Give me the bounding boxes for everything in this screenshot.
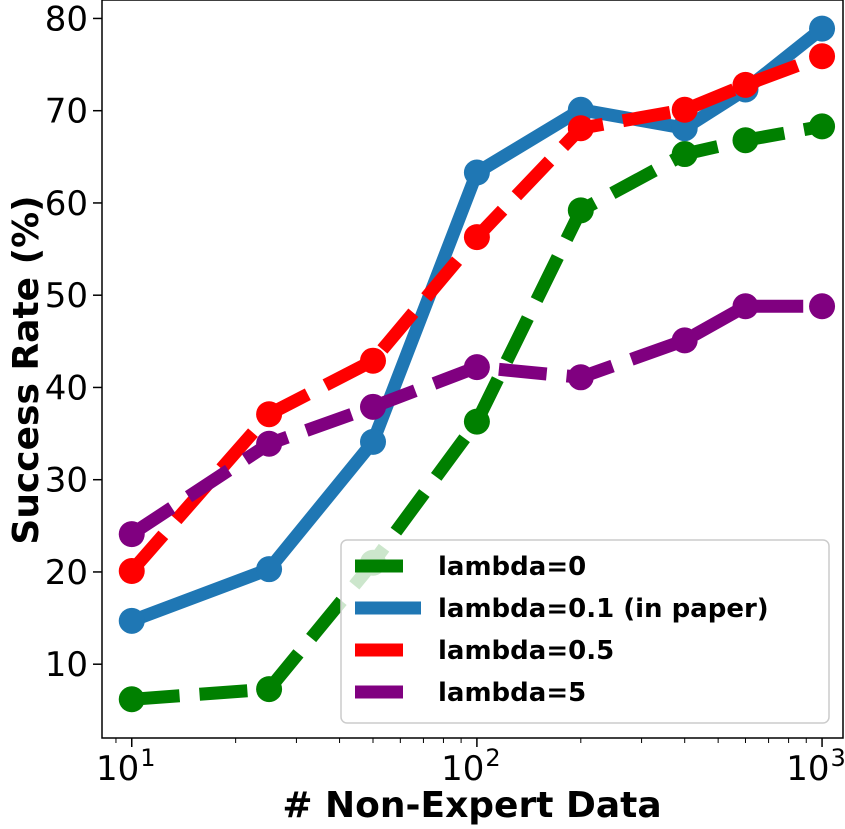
y-axis-title: Success Rate (%) — [6, 195, 47, 544]
data-point — [567, 364, 594, 391]
y-tick-label-20: 20 — [45, 553, 88, 593]
x-axis: 101 102 103 — [96, 738, 845, 789]
x-tick-label-10: 101 — [96, 744, 156, 789]
legend: lambda=0 lambda=0.1 (in paper) lambda=0.5 l… — [340, 539, 830, 724]
data-point — [359, 347, 386, 374]
data-point — [118, 607, 145, 634]
x-tick-label-1000: 103 — [786, 744, 845, 789]
data-point — [809, 43, 836, 70]
data-point — [256, 676, 283, 703]
data-point — [463, 408, 490, 435]
y-tick-label-60: 60 — [45, 184, 88, 224]
data-point — [732, 293, 759, 320]
data-point — [359, 428, 386, 455]
series-3 — [118, 293, 836, 548]
data-point — [671, 115, 698, 142]
x-tick-exponent: 3 — [831, 744, 845, 772]
x-tick-exponent: 2 — [485, 744, 500, 772]
y-tick-label-50: 50 — [45, 276, 88, 316]
y-tick-label-10: 10 — [45, 645, 88, 685]
data-point — [671, 96, 698, 123]
series-layer — [118, 15, 836, 713]
data-point — [256, 401, 283, 428]
legend-label-0: lambda=0 — [438, 552, 586, 582]
data-point — [809, 293, 836, 320]
data-point — [809, 15, 836, 42]
data-point — [463, 159, 490, 186]
data-point — [463, 224, 490, 251]
series-line-2 — [126, 50, 825, 576]
series-line-0 — [131, 120, 824, 706]
data-point — [118, 521, 145, 548]
data-point — [671, 141, 698, 168]
data-point — [118, 558, 145, 585]
x-axis-title: # Non-Expert Data — [282, 785, 661, 826]
legend-label-2: lambda=0.5 — [438, 636, 614, 666]
series-2 — [118, 43, 836, 585]
y-tick-label-70: 70 — [45, 92, 88, 132]
y-tick-label-40: 40 — [45, 368, 88, 408]
legend-label-1: lambda=0.1 (in paper) — [438, 594, 769, 624]
x-tick-exponent: 1 — [140, 744, 155, 772]
data-point — [671, 327, 698, 354]
data-point — [809, 113, 836, 140]
data-point — [463, 354, 490, 381]
data-point — [732, 71, 759, 98]
x-tick-label-100: 102 — [441, 744, 501, 789]
y-axis: 10 20 30 40 50 60 70 80 — [45, 0, 102, 685]
data-point — [567, 197, 594, 224]
legend-label-3: lambda=5 — [438, 678, 586, 708]
data-point — [567, 115, 594, 142]
y-tick-label-80: 80 — [45, 0, 88, 39]
data-point — [118, 686, 145, 713]
y-tick-label-30: 30 — [45, 461, 88, 501]
data-point — [359, 393, 386, 420]
data-point — [256, 430, 283, 457]
data-point — [256, 556, 283, 583]
data-point — [732, 127, 759, 154]
plot-frame — [101, 0, 844, 739]
legend-box — [340, 539, 830, 724]
data-point — [567, 96, 594, 123]
